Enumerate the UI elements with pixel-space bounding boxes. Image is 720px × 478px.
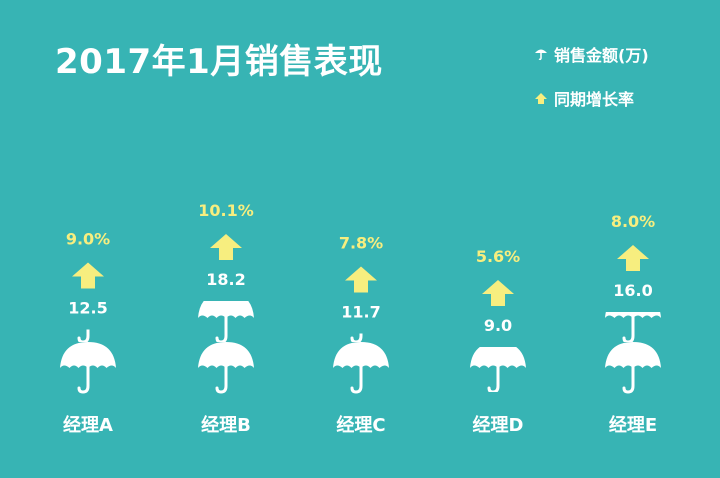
up-arrow-icon xyxy=(72,262,104,289)
up-arrow-icon xyxy=(345,266,377,293)
sales-value-label: 11.7 xyxy=(341,303,380,322)
sales-value-label: 12.5 xyxy=(68,299,107,318)
up-arrow-icon xyxy=(210,234,242,260)
umbrella-icon xyxy=(60,342,116,394)
up-arrow-icon xyxy=(482,280,514,306)
growth-value-label: 8.0% xyxy=(611,212,655,231)
growth-value-label: 7.8% xyxy=(339,234,383,253)
growth-value-label: 5.6% xyxy=(476,247,520,266)
umbrella-icon xyxy=(535,49,547,61)
umbrella-partial-icon xyxy=(605,312,661,342)
umbrella-icon xyxy=(198,342,254,394)
chart-title: 2017年1月销售表现 xyxy=(55,42,383,82)
legend-item-growth: 同期增长率 xyxy=(534,88,649,109)
umbrella-partial-icon xyxy=(198,301,254,342)
umbrella-partial-icon xyxy=(77,329,90,342)
category-label: 经理E xyxy=(609,414,657,436)
up-arrow-icon xyxy=(535,93,547,104)
category-label: 经理B xyxy=(201,414,251,436)
sales-value-label: 9.0 xyxy=(484,316,512,335)
growth-value-label: 9.0% xyxy=(66,230,110,249)
umbrella-partial-icon xyxy=(350,333,363,342)
growth-value-label: 10.1% xyxy=(198,201,254,220)
umbrella-icon xyxy=(333,342,389,394)
legend-label-sales: 销售金额(万) xyxy=(554,46,649,65)
category-label: 经理C xyxy=(336,414,385,436)
legend: 销售金额(万) 同期增长率 xyxy=(534,44,649,132)
legend-item-sales: 销售金额(万) xyxy=(534,44,649,65)
umbrella-partial-icon xyxy=(470,347,526,392)
category-label: 经理A xyxy=(63,414,113,436)
legend-label-growth: 同期增长率 xyxy=(554,90,635,109)
sales-value-label: 18.2 xyxy=(206,270,245,289)
umbrella-icon xyxy=(605,342,661,394)
category-label: 经理D xyxy=(473,414,524,436)
sales-value-label: 16.0 xyxy=(613,281,652,300)
up-arrow-icon xyxy=(617,245,649,271)
